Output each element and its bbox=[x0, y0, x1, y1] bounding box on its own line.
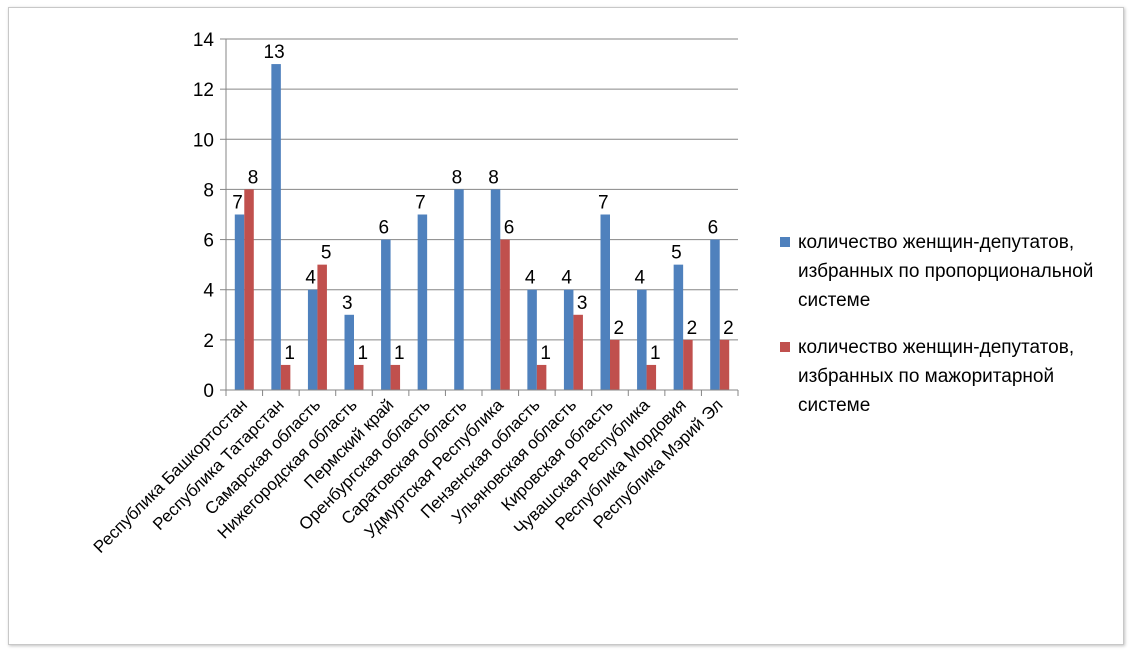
data-label: 4 bbox=[561, 268, 572, 289]
data-label: 2 bbox=[613, 318, 624, 339]
data-label: 1 bbox=[284, 343, 295, 364]
bar-proportional bbox=[417, 214, 428, 390]
bar-proportional bbox=[527, 289, 537, 390]
data-label: 5 bbox=[671, 243, 682, 264]
y-tick-label: 10 bbox=[193, 130, 214, 151]
data-label: 7 bbox=[232, 193, 243, 214]
y-tick-label: 6 bbox=[203, 231, 214, 252]
bar-majoritarian bbox=[280, 364, 291, 390]
bar-majoritarian bbox=[354, 364, 364, 390]
data-label: 8 bbox=[248, 167, 259, 188]
legend-item-majoritarian: количество женщин-депутатов, избранных п… bbox=[780, 333, 1120, 420]
bar-proportional bbox=[454, 189, 464, 390]
bar-majoritarian bbox=[610, 339, 620, 390]
bar-proportional bbox=[600, 214, 610, 390]
legend-label-proportional: количество женщин-депутатов, избранных п… bbox=[798, 232, 1094, 311]
y-tick-label: 8 bbox=[203, 180, 214, 201]
bar-proportional bbox=[307, 289, 318, 390]
data-label: 4 bbox=[525, 268, 536, 289]
bar-proportional bbox=[490, 189, 501, 390]
y-tick-label: 0 bbox=[203, 381, 214, 402]
legend-label-majoritarian: количество женщин-депутатов, избранных п… bbox=[798, 337, 1075, 416]
y-tick-label: 2 bbox=[203, 331, 214, 352]
data-label: 6 bbox=[379, 218, 390, 239]
bar-majoritarian bbox=[390, 364, 401, 390]
data-label: 4 bbox=[635, 268, 646, 289]
bar-majoritarian bbox=[683, 339, 693, 390]
bar-proportional bbox=[710, 239, 720, 390]
bar-proportional bbox=[381, 239, 391, 390]
data-label: 1 bbox=[357, 343, 368, 364]
data-label: 5 bbox=[321, 243, 332, 264]
bar-proportional bbox=[271, 64, 281, 391]
legend-swatch-majoritarian bbox=[780, 342, 790, 352]
bar-proportional bbox=[673, 264, 684, 390]
bar-proportional bbox=[344, 314, 354, 390]
bar-proportional bbox=[234, 214, 245, 390]
y-tick-label: 4 bbox=[203, 281, 214, 302]
bar-majoritarian bbox=[536, 364, 547, 390]
data-label: 7 bbox=[598, 193, 609, 214]
data-label: 8 bbox=[452, 167, 463, 188]
y-tick-label: 14 bbox=[193, 30, 215, 51]
bar-majoritarian bbox=[317, 264, 327, 390]
data-label: 6 bbox=[708, 218, 719, 239]
legend-swatch-proportional bbox=[780, 237, 790, 247]
bar-majoritarian bbox=[500, 239, 510, 390]
bar-majoritarian bbox=[244, 189, 254, 390]
data-label: 8 bbox=[488, 167, 499, 188]
data-label: 6 bbox=[504, 218, 515, 239]
bar-majoritarian bbox=[646, 364, 657, 390]
bar-majoritarian bbox=[573, 314, 583, 390]
data-label: 3 bbox=[342, 293, 353, 314]
data-label: 4 bbox=[305, 268, 316, 289]
legend: количество женщин-депутатов, избранных п… bbox=[780, 228, 1120, 438]
y-tick-label: 12 bbox=[193, 80, 214, 101]
data-label: 7 bbox=[415, 193, 426, 214]
data-label: 2 bbox=[723, 318, 734, 339]
data-label: 3 bbox=[577, 293, 588, 314]
data-label: 1 bbox=[650, 343, 661, 364]
data-label: 1 bbox=[394, 343, 405, 364]
data-label: 13 bbox=[264, 42, 285, 63]
bar-majoritarian bbox=[719, 339, 730, 390]
data-label: 1 bbox=[540, 343, 551, 364]
bar-proportional bbox=[563, 289, 574, 390]
data-label: 2 bbox=[687, 318, 698, 339]
bar-proportional bbox=[637, 289, 647, 390]
legend-item-proportional: количество женщин-депутатов, избранных п… bbox=[780, 228, 1120, 315]
